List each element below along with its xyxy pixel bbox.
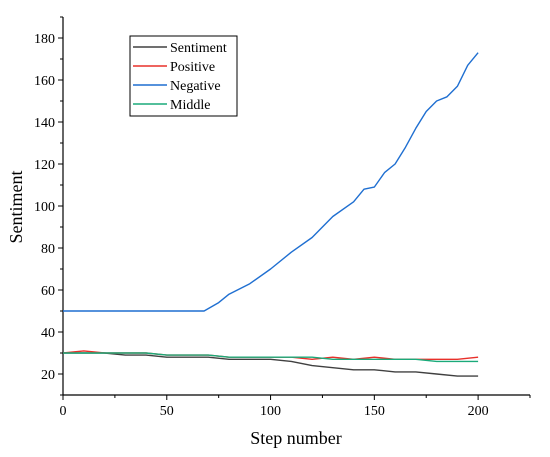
- y-tick-label: 80: [41, 242, 55, 257]
- series-line-sentiment: [63, 352, 479, 377]
- y-tick-label: 140: [34, 116, 55, 131]
- y-tick-label: 60: [41, 284, 55, 299]
- legend-label: Positive: [170, 60, 215, 75]
- x-tick-label: 100: [260, 404, 281, 419]
- legend-box: [129, 35, 238, 117]
- series-line-middle: [63, 352, 479, 363]
- x-axis-ticks: 0 50 100 150 200: [60, 395, 531, 419]
- series-line-negative: [63, 52, 479, 312]
- series-lines: [62, 52, 479, 377]
- y-tick-label: 180: [34, 32, 55, 47]
- y-tick-label: 100: [34, 200, 55, 215]
- legend-label: Negative: [170, 79, 221, 94]
- y-tick-label: 160: [34, 74, 55, 89]
- y-axis-title: Sentiment: [6, 171, 26, 244]
- x-tick-label: 0: [60, 404, 67, 419]
- y-tick-label: 120: [34, 158, 55, 173]
- x-tick-label: 150: [364, 404, 385, 419]
- legend-label: Middle: [170, 98, 210, 113]
- legend-label: Sentiment: [170, 41, 227, 56]
- y-tick-label: 40: [41, 326, 55, 341]
- y-tick-label: 20: [41, 368, 55, 383]
- x-tick-label: 50: [160, 404, 174, 419]
- y-axis-ticks: 20 40 60 80 100 120 140 160 180: [34, 16, 63, 396]
- x-axis-title: Step number: [250, 428, 342, 448]
- legend: Sentiment Positive Negative Middle: [129, 35, 238, 117]
- x-tick-label: 200: [468, 404, 489, 419]
